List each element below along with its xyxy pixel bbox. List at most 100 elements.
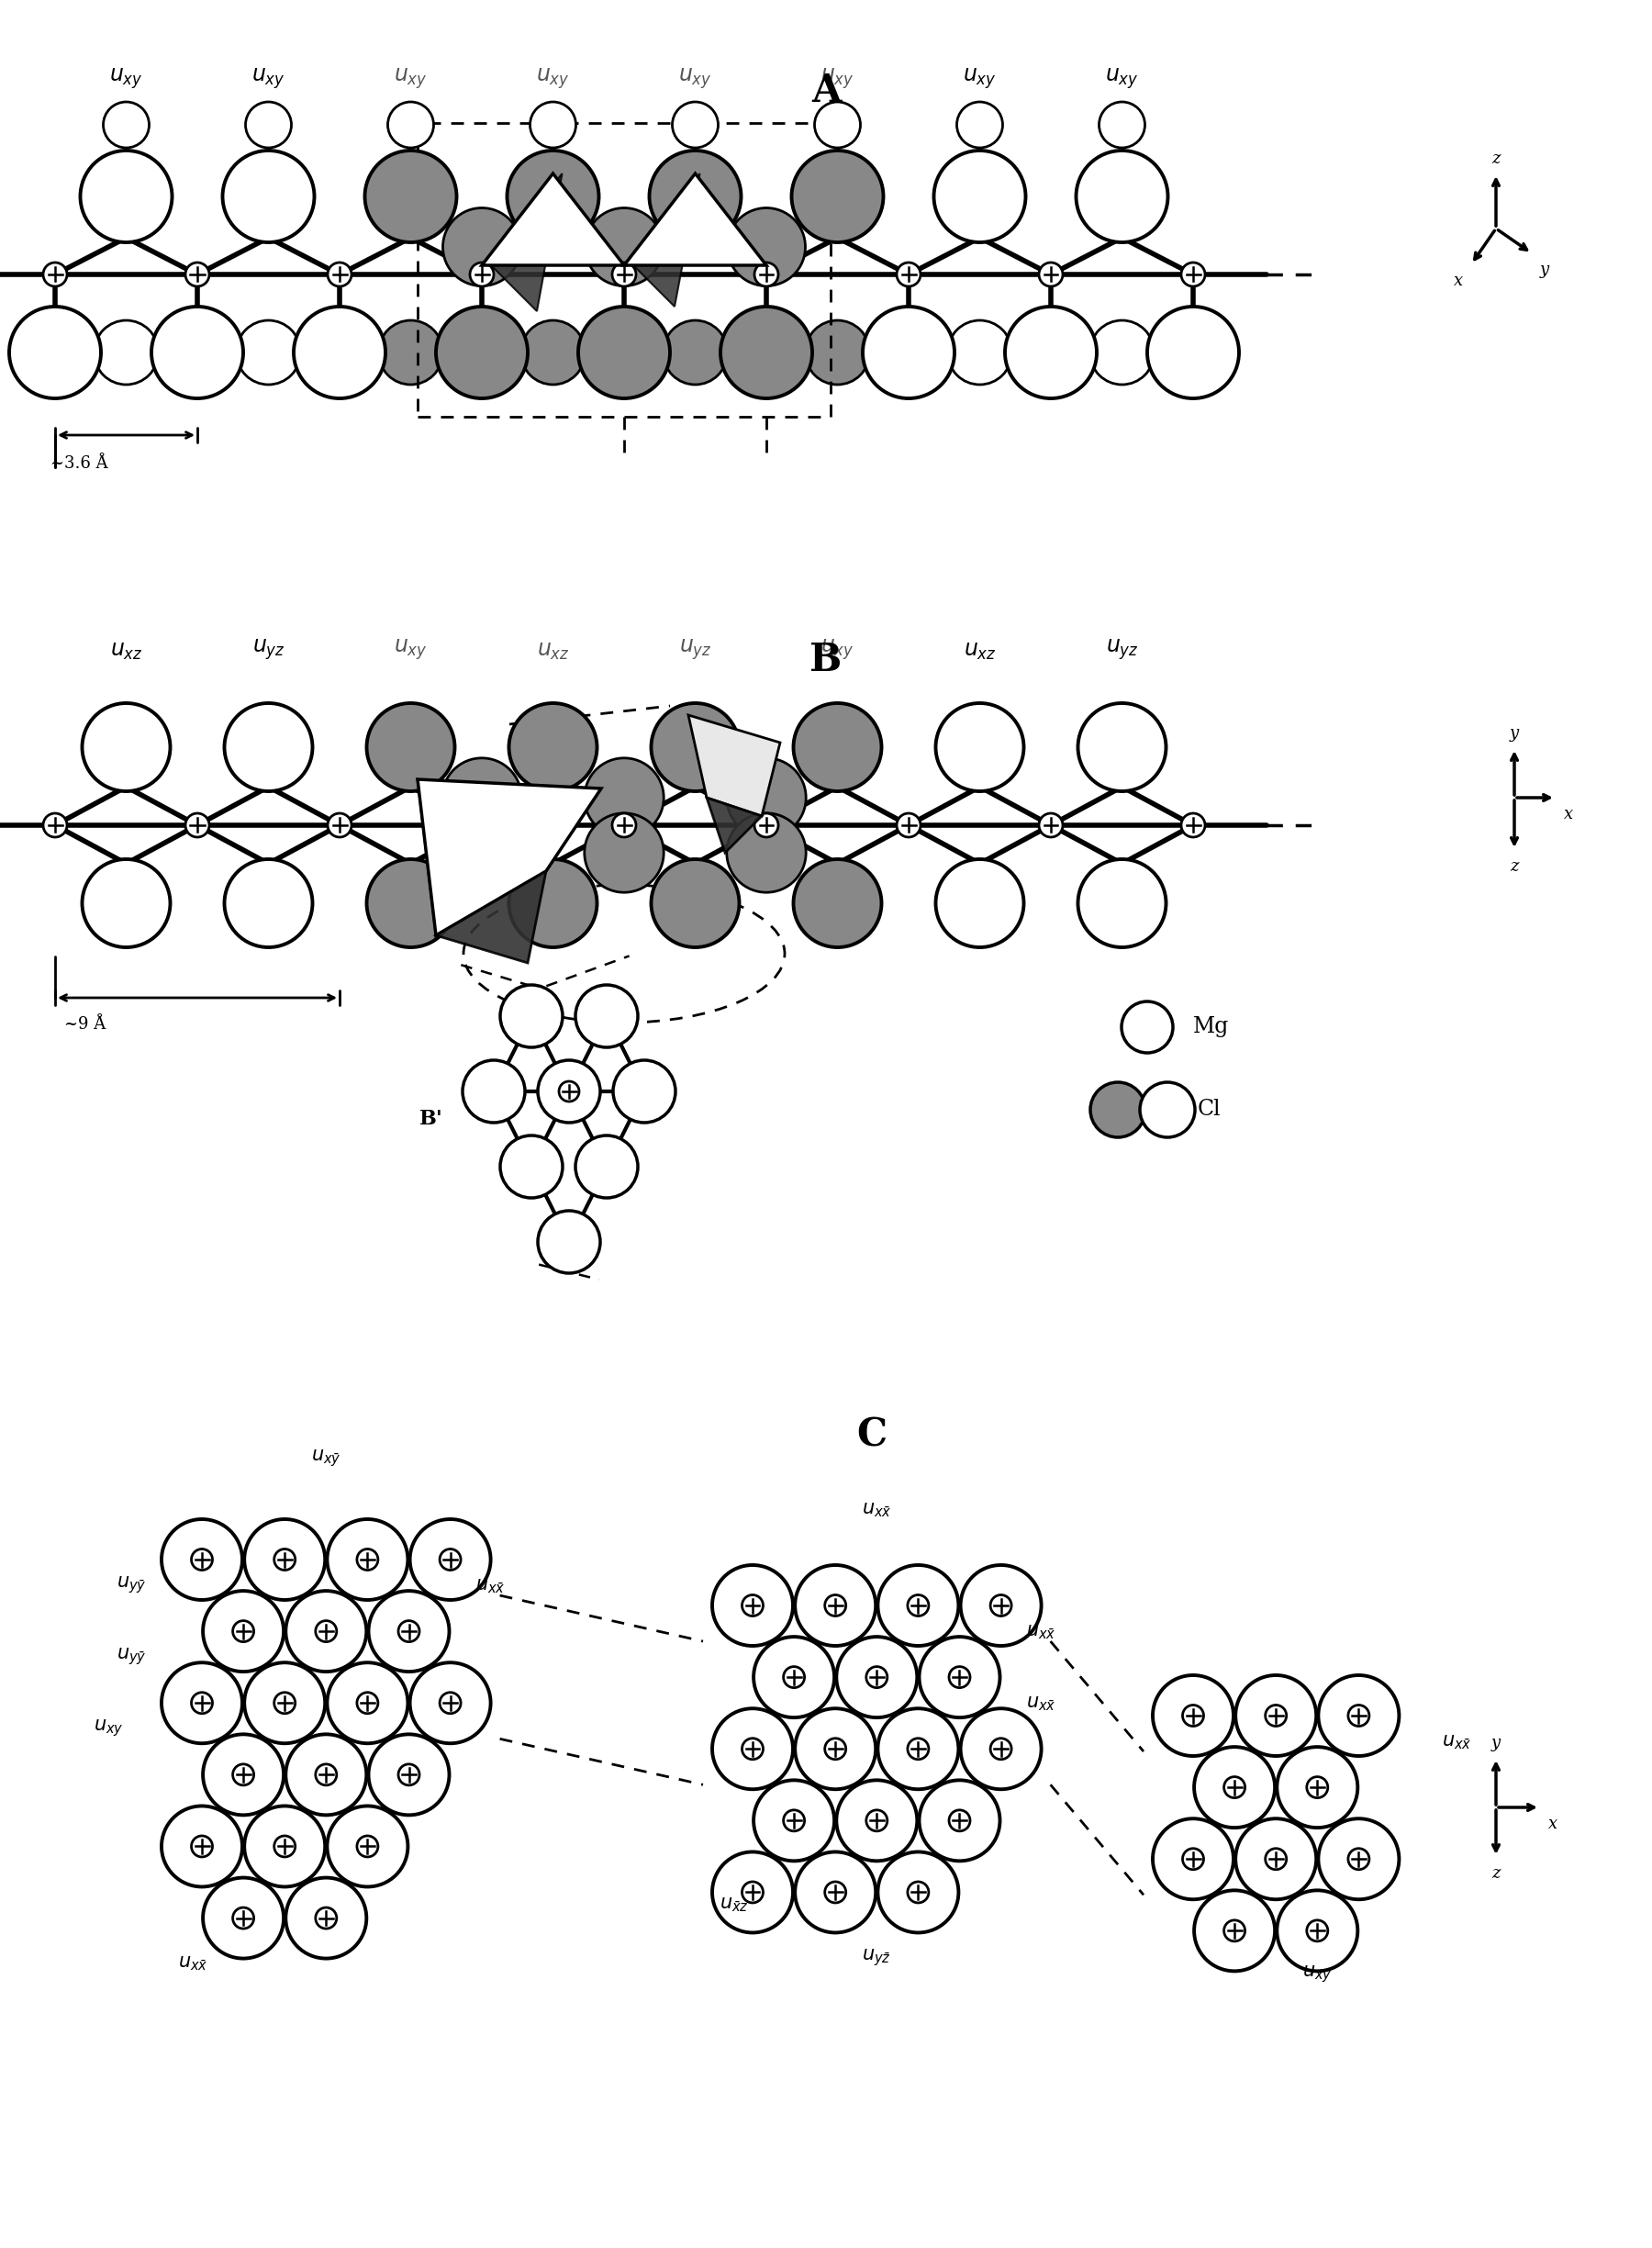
Circle shape <box>1004 306 1097 398</box>
Circle shape <box>727 758 806 836</box>
Circle shape <box>1181 263 1204 285</box>
Text: $u_{x\bar{x}}$: $u_{x\bar{x}}$ <box>476 1578 506 1596</box>
Polygon shape <box>418 780 601 935</box>
Text: $u_{x\bar{x}}$: $u_{x\bar{x}}$ <box>1442 1733 1472 1751</box>
Circle shape <box>1077 859 1166 946</box>
Circle shape <box>185 263 210 285</box>
Circle shape <box>613 1061 676 1122</box>
Circle shape <box>824 1738 846 1760</box>
Polygon shape <box>707 798 762 852</box>
Circle shape <box>824 1594 846 1616</box>
Circle shape <box>742 1738 763 1760</box>
Circle shape <box>907 1738 928 1760</box>
Circle shape <box>712 1565 793 1646</box>
Circle shape <box>10 306 101 398</box>
Circle shape <box>1181 814 1204 836</box>
Circle shape <box>575 1135 638 1198</box>
Circle shape <box>94 321 159 384</box>
Circle shape <box>162 1520 243 1601</box>
Polygon shape <box>436 872 547 962</box>
Circle shape <box>509 859 596 946</box>
Text: C: C <box>857 1416 887 1454</box>
Text: $u_{y\bar{y}}$: $u_{y\bar{y}}$ <box>117 1646 147 1668</box>
Circle shape <box>877 1852 958 1933</box>
Circle shape <box>960 1565 1041 1646</box>
Circle shape <box>957 101 1003 148</box>
Circle shape <box>233 1909 254 1929</box>
Circle shape <box>192 1693 213 1713</box>
Circle shape <box>185 814 210 836</box>
Circle shape <box>83 704 170 791</box>
Circle shape <box>244 1664 325 1744</box>
Circle shape <box>102 101 149 148</box>
Text: $u_{xy}$: $u_{xy}$ <box>109 67 144 90</box>
Circle shape <box>357 1549 378 1569</box>
Text: $u_{yz}$: $u_{yz}$ <box>679 638 712 661</box>
Text: Cl: Cl <box>1198 1099 1221 1120</box>
Circle shape <box>866 1666 887 1688</box>
Text: $u_{xz}$: $u_{xz}$ <box>109 641 142 661</box>
Circle shape <box>662 321 727 384</box>
Circle shape <box>83 859 170 946</box>
Circle shape <box>795 1852 876 1933</box>
Circle shape <box>225 704 312 791</box>
Circle shape <box>948 321 1011 384</box>
Circle shape <box>1146 306 1239 398</box>
Circle shape <box>933 151 1026 243</box>
Circle shape <box>806 321 869 384</box>
Circle shape <box>244 1520 325 1601</box>
Circle shape <box>1348 1848 1370 1870</box>
Text: z: z <box>1510 859 1518 874</box>
Text: x: x <box>1548 1816 1558 1832</box>
Circle shape <box>712 1852 793 1933</box>
Circle shape <box>203 1733 284 1814</box>
Circle shape <box>866 1810 887 1832</box>
Circle shape <box>192 1837 213 1857</box>
Circle shape <box>755 263 778 285</box>
Circle shape <box>585 207 662 285</box>
Text: $u_{xy}$: $u_{xy}$ <box>821 67 854 90</box>
Circle shape <box>1318 1819 1399 1900</box>
Text: B: B <box>809 641 843 679</box>
Circle shape <box>316 1765 337 1785</box>
Circle shape <box>862 306 955 398</box>
Text: $u_{xy}$: $u_{xy}$ <box>1105 67 1138 90</box>
Circle shape <box>530 101 577 148</box>
Circle shape <box>274 1693 296 1713</box>
Circle shape <box>357 1693 378 1713</box>
Circle shape <box>1265 1848 1287 1870</box>
Circle shape <box>919 1637 999 1717</box>
Circle shape <box>286 1877 367 1958</box>
Circle shape <box>233 1765 254 1785</box>
Circle shape <box>877 1565 958 1646</box>
Circle shape <box>727 207 806 285</box>
Circle shape <box>162 1664 243 1744</box>
Circle shape <box>791 151 884 243</box>
Circle shape <box>990 1594 1011 1616</box>
Circle shape <box>1348 1704 1370 1726</box>
Circle shape <box>357 1837 378 1857</box>
Circle shape <box>783 1666 805 1688</box>
Circle shape <box>316 1909 337 1929</box>
Circle shape <box>1307 1776 1328 1798</box>
Circle shape <box>907 1594 928 1616</box>
Circle shape <box>152 306 243 398</box>
Circle shape <box>274 1837 296 1857</box>
Circle shape <box>203 1592 284 1673</box>
Circle shape <box>907 1882 928 1902</box>
Circle shape <box>1140 1081 1194 1137</box>
Circle shape <box>1318 1675 1399 1756</box>
Circle shape <box>558 1081 580 1102</box>
Circle shape <box>948 1666 970 1688</box>
Circle shape <box>410 1664 491 1744</box>
Circle shape <box>246 101 291 148</box>
Circle shape <box>439 1693 461 1713</box>
Circle shape <box>877 1708 958 1789</box>
Circle shape <box>613 814 636 836</box>
Text: $u_{x\bar{x}}$: $u_{x\bar{x}}$ <box>1026 1695 1056 1713</box>
Circle shape <box>1153 1819 1234 1900</box>
Circle shape <box>755 814 778 836</box>
Circle shape <box>897 814 920 836</box>
Circle shape <box>578 306 671 398</box>
Polygon shape <box>633 173 700 306</box>
